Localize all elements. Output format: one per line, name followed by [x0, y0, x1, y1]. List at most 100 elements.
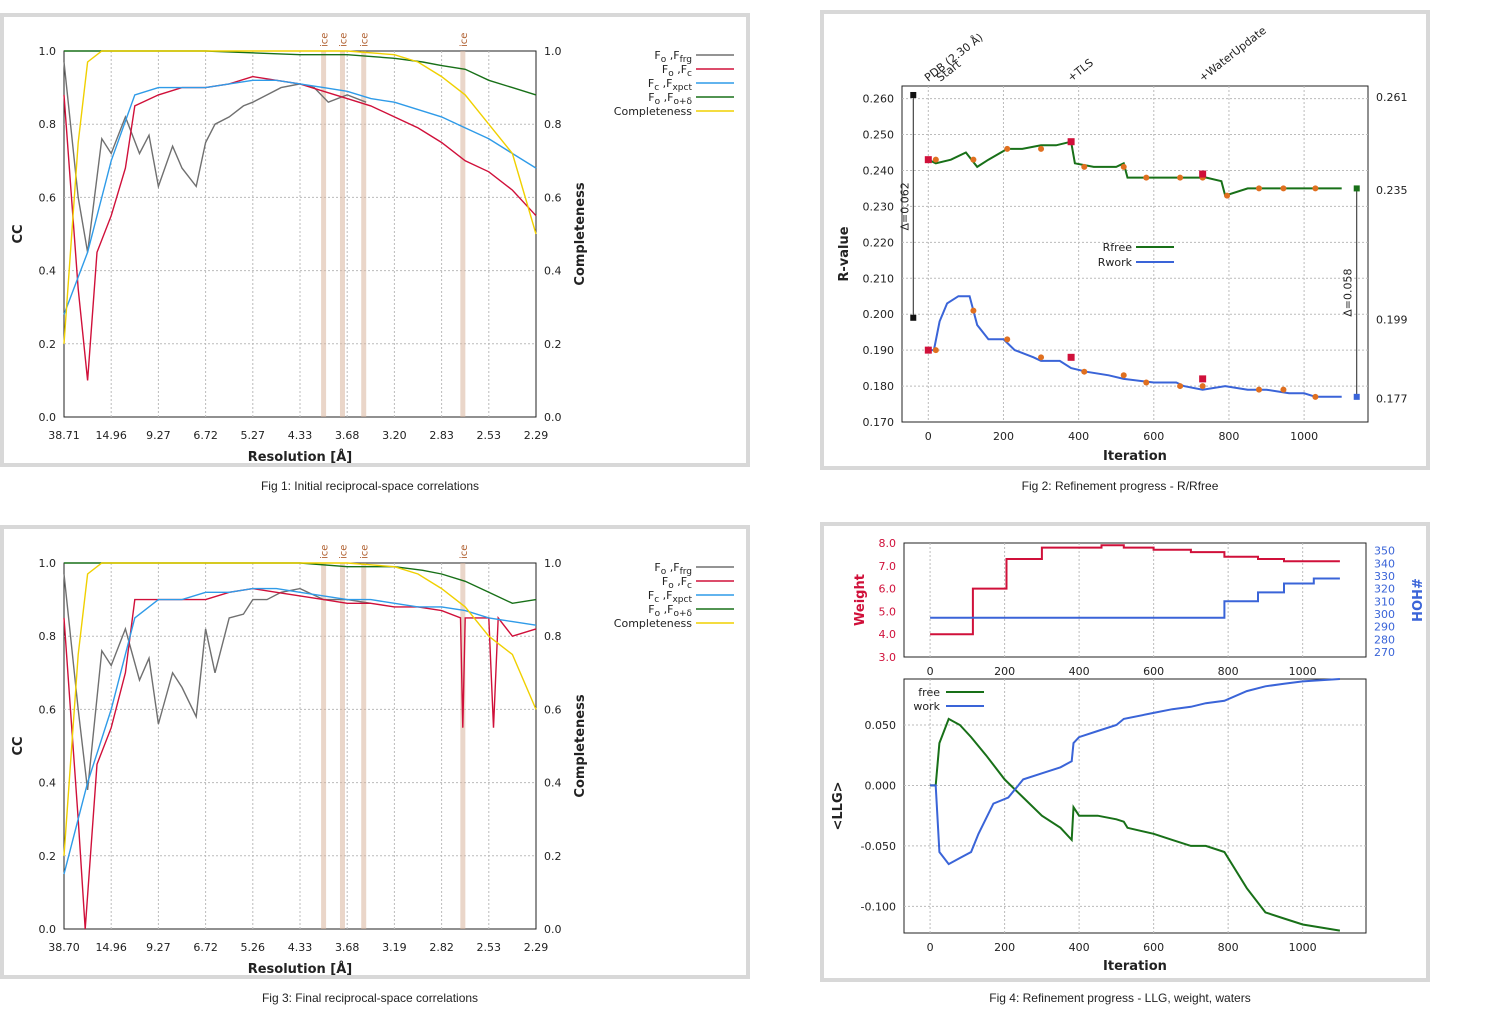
- y-tick-label: 0.0: [39, 411, 57, 424]
- bottom-plot-frame: [903, 678, 1367, 934]
- weight-tick-label: 7.0: [879, 560, 897, 573]
- ice-band: [361, 563, 367, 929]
- x-tick-label: 2.82: [429, 941, 454, 954]
- stage-marker: [1177, 174, 1184, 181]
- x-tick-label: 4.33: [288, 941, 313, 954]
- stage-label: +TLS: [1065, 56, 1096, 84]
- ice-label: ice: [338, 33, 349, 47]
- ice-label: ice: [320, 545, 331, 559]
- x-tick-label: 400: [1069, 665, 1090, 678]
- y-tick-label: 0.4: [39, 777, 57, 790]
- ice-label: ice: [360, 33, 371, 47]
- x-tick-label: 14.96: [95, 941, 127, 954]
- x-tick-label: 3.68: [335, 429, 360, 442]
- stage-marker: [970, 307, 977, 314]
- x-tick-label: 3.20: [382, 429, 407, 442]
- y2-tick-label: 0.0: [544, 411, 562, 424]
- ice-label: ice: [338, 545, 349, 559]
- stage-marker: [1256, 185, 1263, 192]
- ice-label: ice: [360, 545, 371, 559]
- x-tick-label: 600: [1143, 430, 1164, 443]
- stage-marker: [1143, 379, 1150, 386]
- x-axis-label: Resolution [Å]: [248, 961, 353, 975]
- legend-label: Fo ,Fc: [662, 63, 692, 79]
- legend-label: Completeness: [614, 617, 692, 630]
- legend-label: work: [913, 700, 940, 713]
- x-tick-label: 2.29: [524, 941, 549, 954]
- ice-label: ice: [459, 545, 470, 559]
- weight-tick-label: 8.0: [879, 537, 897, 550]
- series-line-red: [63, 587, 537, 930]
- x-tick-label: 3.19: [382, 941, 407, 954]
- y2-tick-label: 0.4: [544, 777, 562, 790]
- hoh-tick-label: 350: [1374, 545, 1395, 558]
- series-line-green: [64, 50, 537, 96]
- legend-label: free: [918, 686, 940, 699]
- y2-tick-label: 0.2: [544, 338, 562, 351]
- x-tick-label: 0: [927, 941, 934, 954]
- y-tick-label: 0.210: [863, 272, 895, 285]
- series-line-yellow: [63, 50, 537, 344]
- fig2-caption: Fig 2: Refinement progress - R/Rfree: [1021, 479, 1219, 493]
- hoh-tick-label: 290: [1374, 621, 1395, 634]
- llg-free-line: [930, 717, 1341, 932]
- x-tick-label: 9.27: [146, 429, 171, 442]
- weight-tick-label: 6.0: [879, 583, 897, 596]
- legend-label: Fo ,Fc: [662, 575, 692, 591]
- stage-marker: [1199, 383, 1206, 390]
- ice-band: [321, 563, 327, 929]
- milestone-marker: [1067, 138, 1075, 146]
- stage-marker: [1256, 386, 1263, 393]
- milestone-marker: [924, 156, 932, 164]
- right-value-label: 0.177: [1376, 393, 1408, 406]
- x-tick-label: 5.26: [241, 941, 266, 954]
- y-tick-label: 1.0: [39, 45, 57, 58]
- hoh-axis-label: #HOH: [1408, 578, 1423, 622]
- x-tick-label: 1000: [1289, 665, 1317, 678]
- legend-label: Rwork: [1098, 256, 1133, 269]
- y2-tick-label: 1.0: [544, 557, 562, 570]
- milestone-marker: [1199, 170, 1207, 178]
- weight-tick-label: 3.0: [879, 651, 897, 664]
- x-tick-label: 1000: [1289, 941, 1317, 954]
- y-tick-label: 0.0: [39, 923, 57, 936]
- x-tick-label: 1000: [1290, 430, 1318, 443]
- x-tick-label: 200: [994, 941, 1015, 954]
- stage-marker: [1143, 174, 1150, 181]
- stage-marker: [1224, 192, 1231, 199]
- hoh-tick-label: 340: [1374, 557, 1395, 570]
- right-value-label: 0.261: [1376, 91, 1408, 104]
- stage-marker: [1004, 145, 1011, 152]
- end-marker: [1353, 185, 1360, 192]
- fig3-panel: 38.70 14.96 9.27 6.72 5.26 4.33 3.68 3.19 2.82 2.…: [0, 525, 750, 979]
- y-axis-label: R-value: [837, 226, 852, 281]
- y-axis-label: CC: [11, 224, 26, 243]
- ice-band: [321, 51, 327, 417]
- legend-label: Fc ,Fxpct: [648, 77, 693, 93]
- hoh-tick-label: 310: [1374, 595, 1395, 608]
- y-tick-label: 0.230: [863, 200, 895, 213]
- x-tick-label: 200: [993, 430, 1014, 443]
- x-tick-label: 0: [927, 665, 934, 678]
- x-tick-label: 2.29: [524, 429, 549, 442]
- x-tick-label: 600: [1143, 941, 1164, 954]
- stage-marker: [1120, 163, 1127, 170]
- y-tick-label: 0.250: [863, 129, 895, 142]
- x-tick-label: 38.71: [48, 429, 80, 442]
- ice-band: [460, 563, 466, 929]
- stage-marker: [1280, 185, 1287, 192]
- y2-tick-label: 0.2: [544, 850, 562, 863]
- hoh-tick-label: 270: [1374, 646, 1395, 659]
- y2-tick-label: 0.0: [544, 923, 562, 936]
- stage-label: +WaterUpdate: [1196, 24, 1268, 85]
- y-tick-label: 0.260: [863, 93, 895, 106]
- y-tick-label: 0.8: [39, 630, 57, 643]
- legend-label: Rfree: [1103, 241, 1133, 254]
- x-tick-label: 400: [1068, 430, 1089, 443]
- series-line-red: [63, 75, 537, 381]
- x-tick-label: 2.53: [477, 429, 502, 442]
- x-tick-label: 6.72: [193, 941, 218, 954]
- fig1-panel: 38.71 14.96 9.27 6.72 5.27 4.33 3.68 3.20 2.83 2.…: [0, 13, 750, 467]
- fig3-caption: Fig 3: Final reciprocal-space correlatio…: [261, 991, 479, 1005]
- llg-work-line: [930, 678, 1340, 866]
